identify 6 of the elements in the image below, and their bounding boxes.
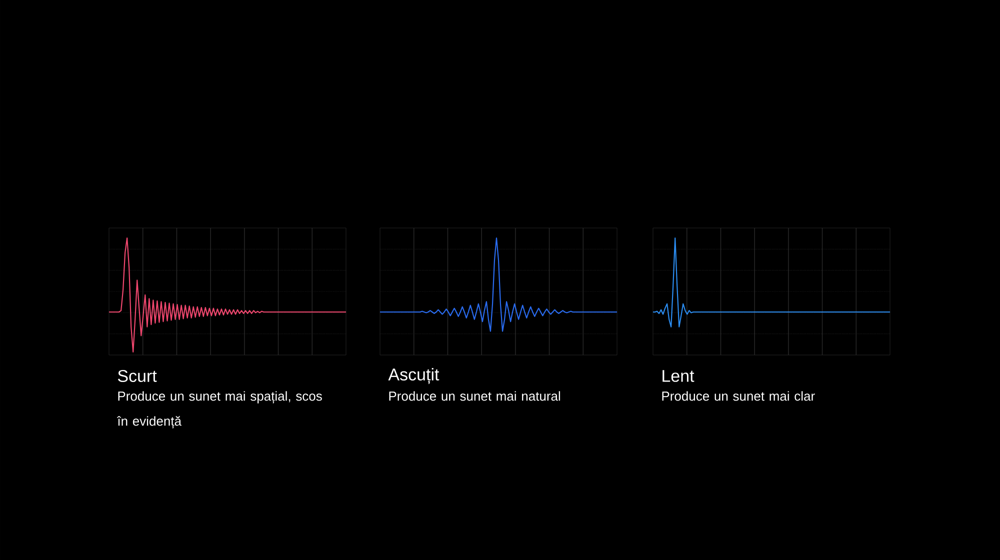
text: Produce un sunet mai spațial, scos în evidență xyxy=(116,391,322,428)
text: Produce un sunet mai clar xyxy=(662,391,815,401)
text: Ascuțit xyxy=(388,368,440,384)
text: Scurt xyxy=(118,370,157,382)
text: Produce un sunet mai natural xyxy=(389,391,560,401)
text: Lent xyxy=(662,370,694,382)
